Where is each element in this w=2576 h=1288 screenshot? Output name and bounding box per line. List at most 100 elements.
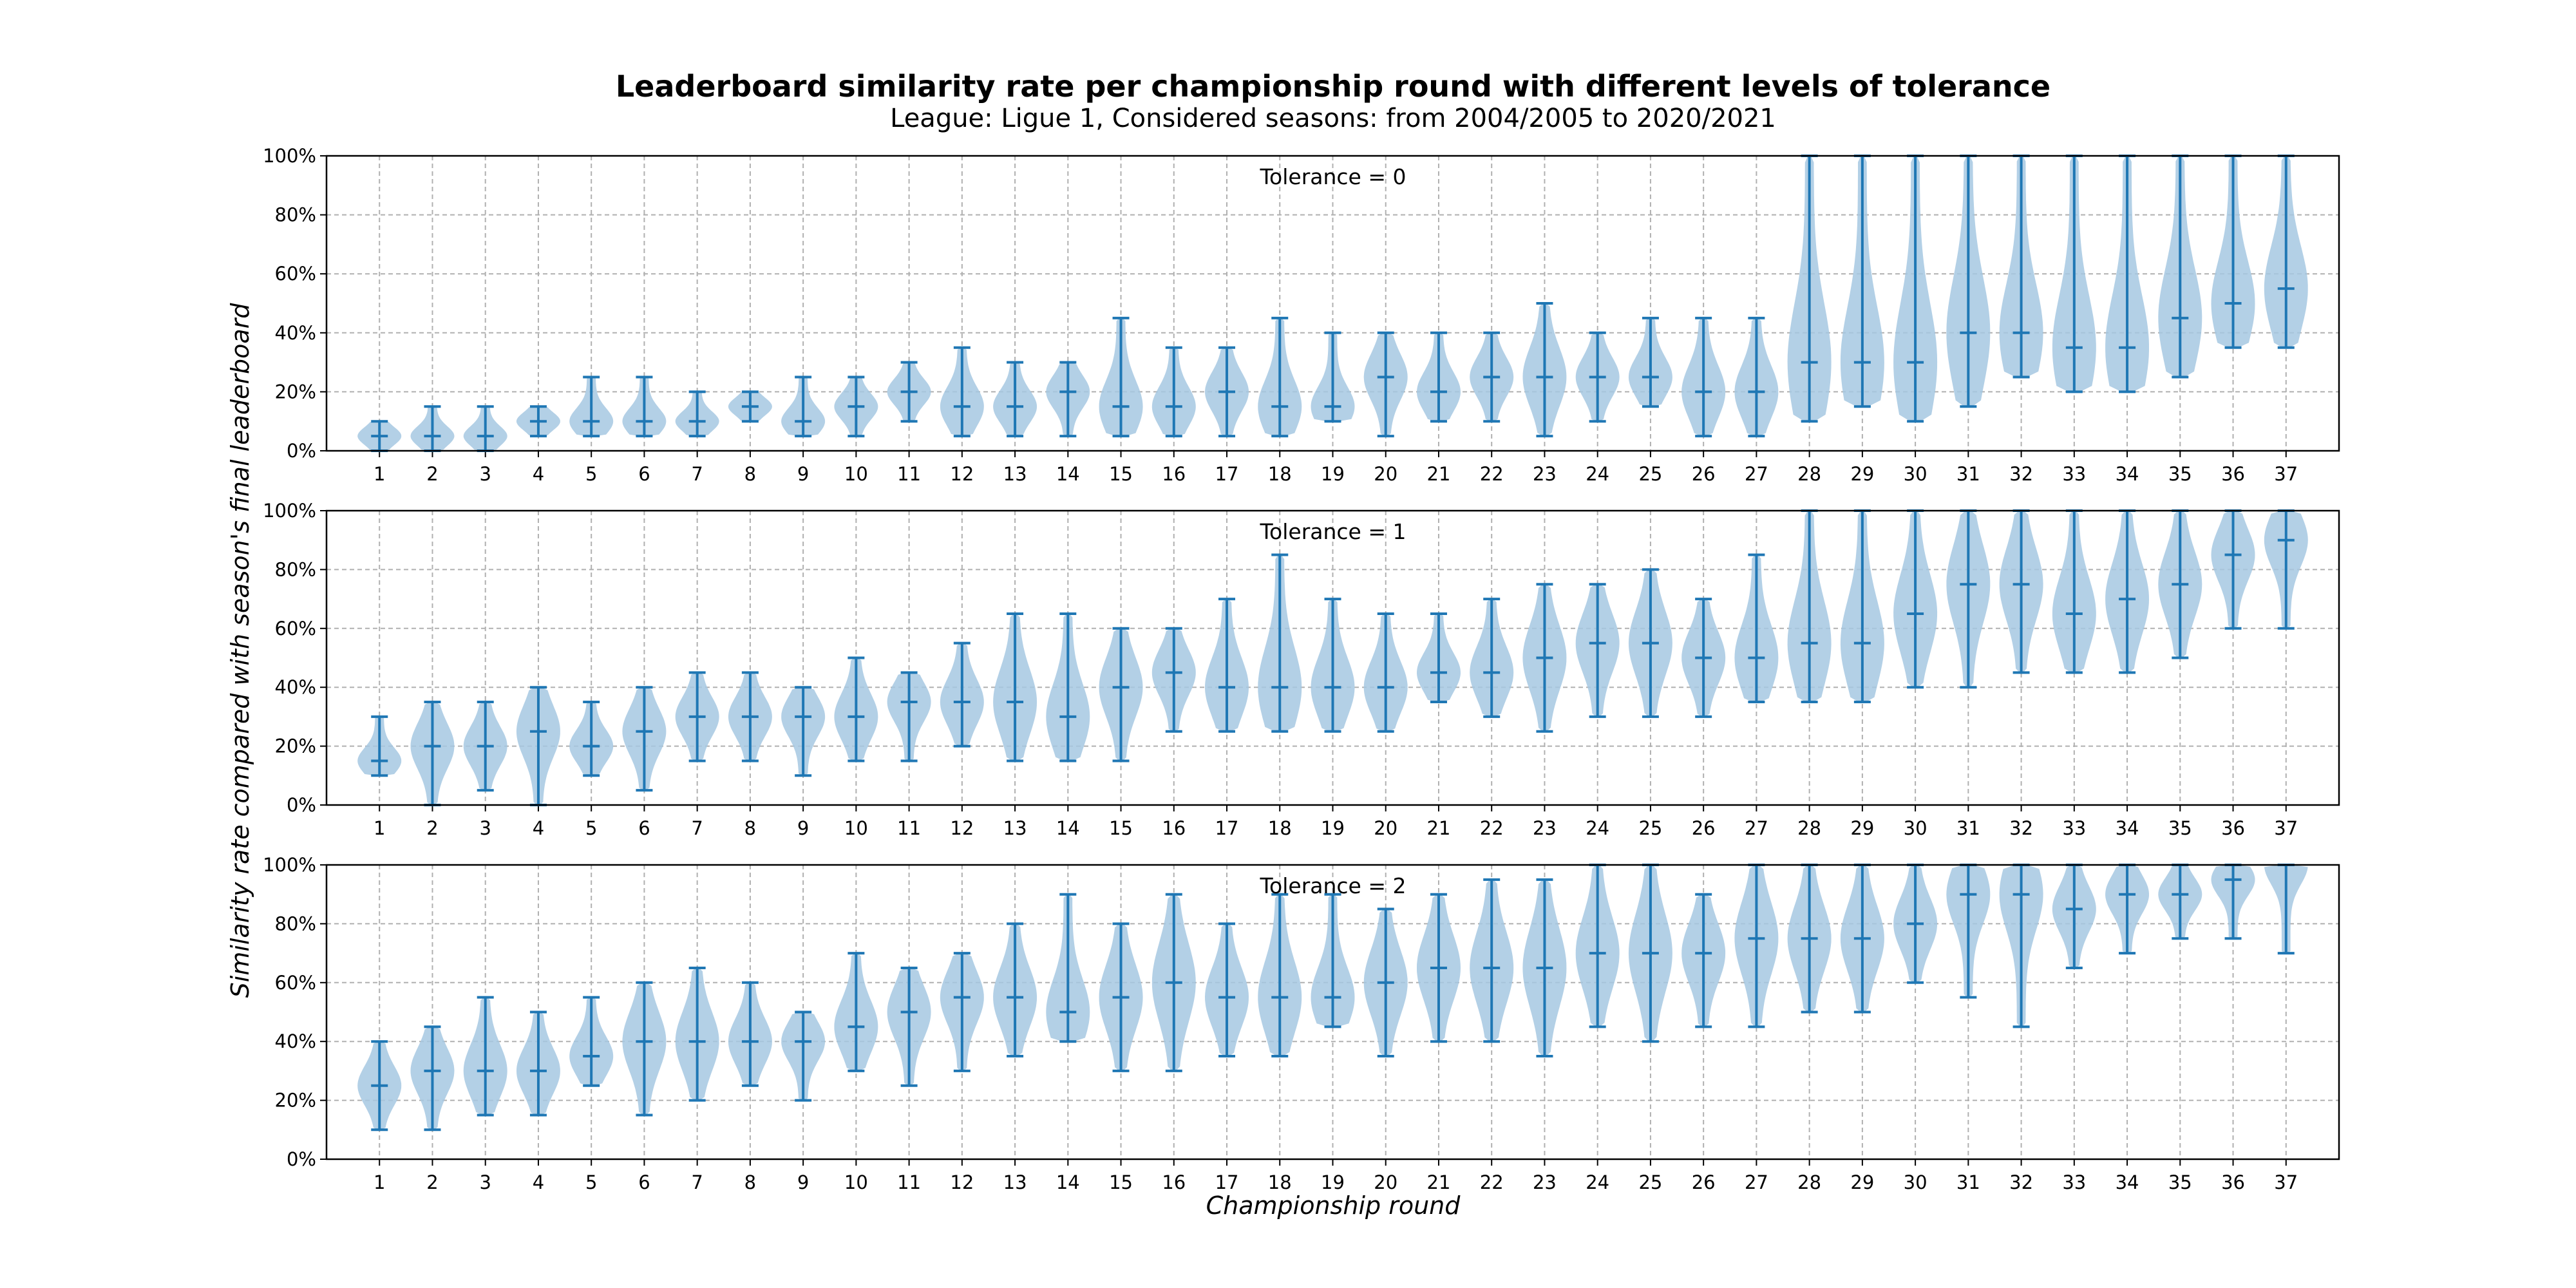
x-tick-label: 12: [950, 1171, 974, 1193]
x-tick-label: 25: [1638, 1171, 1662, 1193]
x-tick-label: 36: [2221, 817, 2245, 839]
x-tick-label: 27: [1745, 1171, 1768, 1193]
tolerance-annotation: Tolerance = 2: [1260, 873, 1406, 898]
y-tick-label: 40%: [275, 1030, 316, 1052]
x-tick-label: 26: [1692, 1171, 1716, 1193]
x-tick-label: 5: [585, 817, 597, 839]
y-tick-label: 20%: [275, 381, 316, 402]
y-tick-label: 100%: [263, 145, 316, 167]
x-tick-label: 29: [1850, 1171, 1874, 1193]
x-tick-label: 17: [1215, 817, 1239, 839]
x-tick-label: 32: [2009, 817, 2033, 839]
y-tick-label: 100%: [263, 854, 316, 876]
tolerance-annotation: Tolerance = 1: [1260, 519, 1406, 544]
axes-frame: [325, 155, 2340, 452]
x-tick-label: 1: [374, 1171, 385, 1193]
x-tick-label: 29: [1850, 463, 1874, 485]
x-tick-label: 11: [897, 1171, 921, 1193]
x-tick-label: 35: [2168, 463, 2192, 485]
x-tick-label: 9: [797, 817, 809, 839]
x-tick-label: 13: [1003, 1171, 1027, 1193]
x-tick-label: 27: [1745, 817, 1768, 839]
x-tick-label: 31: [1956, 817, 1980, 839]
x-tick-label: 1: [374, 463, 385, 485]
x-tick-label: 30: [1904, 463, 1927, 485]
x-tick-label: 11: [897, 817, 921, 839]
x-tick-label: 24: [1586, 817, 1609, 839]
x-tick-label: 24: [1586, 1171, 1609, 1193]
x-tick-label: 29: [1850, 817, 1874, 839]
x-tick-label: 37: [2274, 1171, 2298, 1193]
x-tick-label: 15: [1109, 817, 1133, 839]
tolerance-annotation: Tolerance = 0: [1260, 164, 1406, 189]
y-tick-label: 20%: [275, 1090, 316, 1112]
x-tick-label: 6: [638, 817, 650, 839]
x-tick-label: 22: [1480, 1171, 1504, 1193]
x-tick-label: 4: [533, 817, 544, 839]
y-tick-label: 80%: [275, 558, 316, 580]
x-tick-label: 14: [1056, 463, 1080, 485]
x-tick-label: 19: [1321, 1171, 1345, 1193]
x-tick-label: 23: [1533, 817, 1557, 839]
x-tick-label: 32: [2009, 463, 2033, 485]
chart-title: Leaderboard similarity rate per champion…: [616, 69, 2050, 104]
x-tick-label: 36: [2221, 463, 2245, 485]
axes-frame: [325, 864, 2340, 1160]
y-tick-label: 80%: [275, 204, 316, 226]
y-axis-label: Similarity rate compared with season's f…: [226, 303, 254, 998]
x-tick-label: 31: [1956, 1171, 1980, 1193]
x-tick-label: 21: [1427, 817, 1451, 839]
x-tick-label: 21: [1427, 463, 1451, 485]
x-tick-label: 37: [2274, 463, 2298, 485]
x-tick-label: 2: [426, 817, 438, 839]
x-tick-label: 27: [1745, 463, 1768, 485]
y-tick-label: 20%: [275, 735, 316, 757]
x-tick-label: 35: [2168, 817, 2192, 839]
x-tick-label: 10: [844, 1171, 868, 1193]
x-tick-label: 23: [1533, 463, 1557, 485]
y-tick-label: 40%: [275, 676, 316, 698]
x-tick-label: 7: [691, 1171, 703, 1193]
x-tick-label: 33: [2062, 817, 2086, 839]
x-tick-label: 3: [479, 817, 491, 839]
x-tick-label: 1: [374, 817, 385, 839]
x-tick-label: 30: [1904, 1171, 1927, 1193]
x-tick-label: 36: [2221, 1171, 2245, 1193]
y-tick-label: 0%: [287, 794, 316, 816]
x-tick-label: 22: [1480, 463, 1504, 485]
y-tick-label: 0%: [287, 1148, 316, 1170]
x-tick-label: 25: [1638, 463, 1662, 485]
y-tick-label: 40%: [275, 322, 316, 344]
axes-frame: [325, 509, 2340, 806]
violin-panel-0: 0%20%40%60%80%100%1 2 3 4 5 6 7 8 9 10 11 12 13 14 15 1…: [263, 145, 2340, 485]
x-tick-label: 15: [1109, 1171, 1133, 1193]
x-tick-label: 12: [950, 817, 974, 839]
x-tick-label: 4: [533, 1171, 544, 1193]
x-tick-label: 34: [2116, 1171, 2139, 1193]
x-tick-label: 13: [1003, 817, 1027, 839]
x-tick-label: 14: [1056, 817, 1080, 839]
x-tick-label: 16: [1162, 817, 1186, 839]
x-tick-label: 10: [844, 817, 868, 839]
x-tick-label: 6: [638, 1171, 650, 1193]
y-tick-label: 60%: [275, 618, 316, 639]
y-tick-label: 60%: [275, 263, 316, 285]
x-tick-label: 26: [1692, 463, 1716, 485]
x-tick-label: 13: [1003, 463, 1027, 485]
x-tick-label: 5: [585, 463, 597, 485]
x-tick-label: 17: [1215, 463, 1239, 485]
x-tick-label: 20: [1374, 1171, 1397, 1193]
x-tick-label: 9: [797, 1171, 809, 1193]
x-tick-label: 26: [1692, 817, 1716, 839]
x-tick-label: 25: [1638, 817, 1662, 839]
x-tick-label: 31: [1956, 463, 1980, 485]
x-tick-label: 34: [2116, 463, 2139, 485]
y-tick-label: 0%: [287, 440, 316, 462]
x-tick-label: 9: [797, 463, 809, 485]
x-tick-label: 10: [844, 463, 868, 485]
x-tick-label: 30: [1904, 817, 1927, 839]
x-tick-label: 8: [744, 1171, 756, 1193]
violin-panel-1: 0%20%40%60%80%100%1 2 3 4 5 6 7 8 9 10 11 12 13 14 15 1…: [263, 500, 2340, 839]
x-tick-label: 3: [479, 463, 491, 485]
x-tick-label: 14: [1056, 1171, 1080, 1193]
